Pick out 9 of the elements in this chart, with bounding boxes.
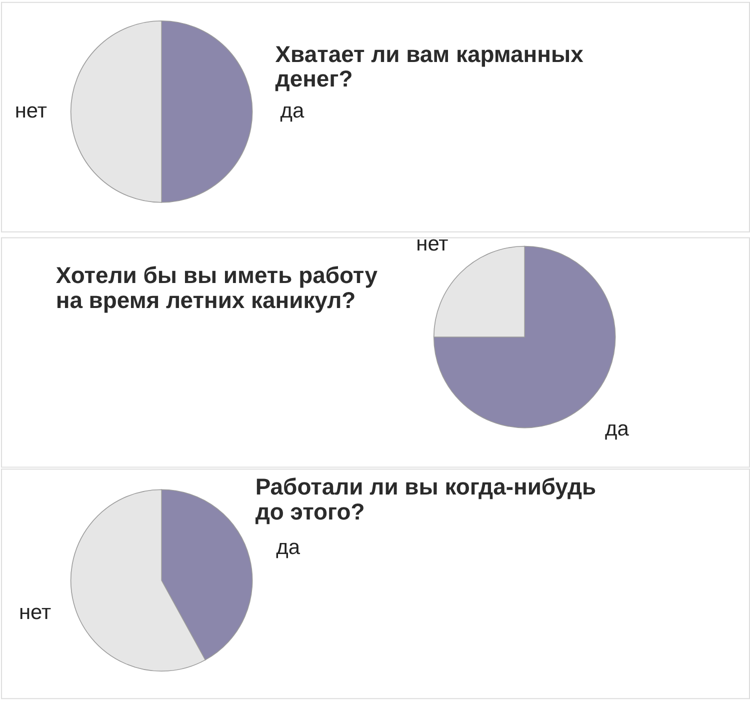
slice-label: нет — [416, 232, 449, 256]
text: Хватает ли вам карманных денег? — [275, 40, 584, 92]
text: Хотели бы вы иметь работу на время летних каникул? — [56, 262, 378, 314]
slice-label: да — [280, 100, 304, 123]
text: Работали ли вы когда-нибудь до этого? — [255, 474, 596, 525]
slice-label: нет — [14, 100, 48, 123]
slice-label: да — [605, 417, 630, 440]
slice-label: нет — [18, 600, 52, 624]
slice-label: да — [276, 536, 300, 559]
